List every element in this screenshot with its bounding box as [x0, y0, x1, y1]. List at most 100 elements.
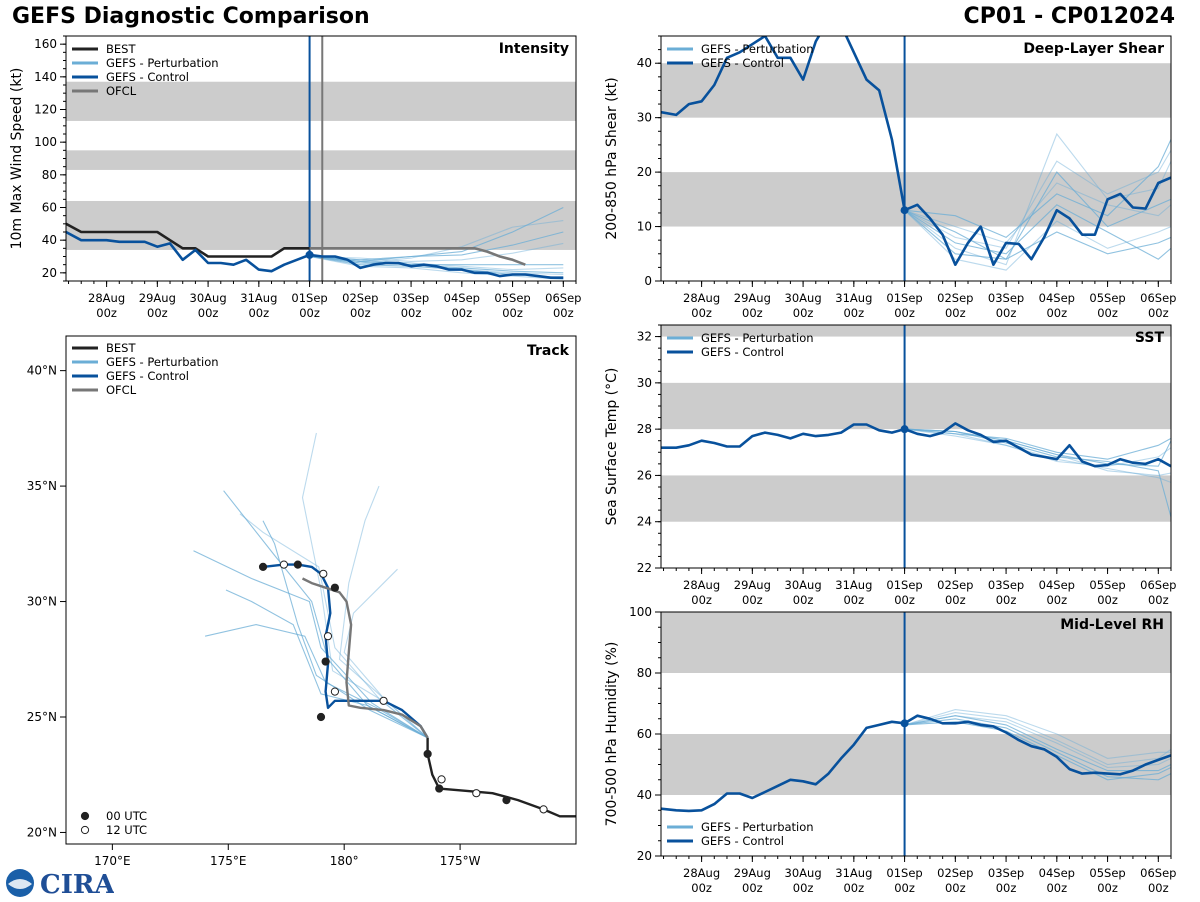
panel-title: Track [527, 343, 570, 359]
perturbation-track [343, 568, 428, 739]
perturbation-track [225, 589, 428, 739]
panel-rh: 2040608010028Aug00z29Aug00z30Aug00z31Aug… [604, 605, 1176, 895]
x-tick-label: 28Aug [683, 578, 720, 592]
perturbation-line [904, 132, 1171, 266]
x-tick-label: 04Sep [1039, 866, 1075, 880]
x-tick-label: 00z [401, 306, 422, 320]
perturbation-line [904, 718, 1171, 781]
perturbation-line [904, 428, 1171, 467]
perturbation-line [904, 428, 1171, 518]
x-tick-label: 01Sep [886, 291, 922, 305]
y-tick-label: 100 [34, 135, 57, 149]
x-tick-label: 29Aug [734, 291, 771, 305]
x-tick-label: 05Sep [1089, 291, 1125, 305]
x-tick-label: 00z [553, 306, 574, 320]
legend-label-control: GEFS - Control [701, 345, 784, 359]
track-line-best [426, 737, 576, 818]
x-tick-label: 30Aug [785, 291, 822, 305]
x-tick-label: 04Sep [444, 291, 480, 305]
x-tick-label: 00z [198, 306, 219, 320]
series-line-control [661, 422, 1171, 468]
perturbation-line [904, 709, 1171, 759]
y-tick-label: 20 [637, 165, 652, 179]
panel-shear: 01020304028Aug00z29Aug00z30Aug00z31Aug00… [604, 35, 1176, 320]
legend-label-control: GEFS - Control [701, 56, 784, 70]
plot-area [193, 432, 576, 818]
x-tick-label: 175°W [440, 854, 481, 868]
x-tick-label: 06Sep [1140, 291, 1176, 305]
init-point [900, 206, 909, 215]
x-tick-label: 00z [945, 881, 966, 895]
x-tick-label: 00z [1046, 306, 1067, 320]
y-tick-label: 40°N [27, 364, 57, 378]
y-tick-label: 22 [637, 561, 652, 575]
x-tick-label: 05Sep [1089, 578, 1125, 592]
x-tick-label: 00z [691, 593, 712, 607]
x-tick-label: 00z [1148, 306, 1169, 320]
x-tick-label: 00z [996, 593, 1017, 607]
y-axis-label: 200-850 hPa Shear (kt) [604, 77, 620, 239]
legend-label-control: GEFS - Control [106, 369, 189, 383]
perturbation-line [904, 428, 1171, 476]
panel-title: Deep-Layer Shear [1023, 41, 1164, 57]
marker-legend-utc00 [80, 811, 90, 821]
x-tick-label: 01Sep [886, 578, 922, 592]
track-marker-12z [323, 632, 333, 641]
threshold-band [661, 612, 1171, 673]
perturbation-line [904, 209, 1171, 271]
perturbation-line [904, 204, 1171, 260]
threshold-band [661, 734, 1171, 795]
x-tick-label: 00z [691, 306, 712, 320]
marker-legend-utc12 [80, 825, 90, 835]
x-tick-label: 06Sep [1140, 866, 1176, 880]
x-tick-label: 04Sep [1039, 291, 1075, 305]
perturbation-line [309, 255, 564, 266]
x-tick-label: 05Sep [1089, 866, 1125, 880]
legend-label-perturbation: GEFS - Perturbation [701, 331, 814, 345]
perturbation-line [904, 715, 1171, 772]
perturbation-line [904, 182, 1171, 244]
x-tick-label: 02Sep [937, 866, 973, 880]
y-tick-label: 60 [637, 727, 652, 741]
y-tick-label: 20 [42, 266, 57, 280]
marker-legend-label-utc00: 00 UTC [106, 809, 147, 823]
x-tick-label: 00z [1148, 881, 1169, 895]
logo-text: CIRA [40, 870, 114, 898]
perturbation-line [309, 255, 564, 271]
x-tick-label: 28Aug [683, 291, 720, 305]
x-tick-label: 00z [793, 881, 814, 895]
x-tick-label: 31Aug [240, 291, 277, 305]
perturbation-line [904, 150, 1171, 249]
y-tick-label: 80 [637, 666, 652, 680]
threshold-band [661, 475, 1171, 522]
axes-frame [660, 324, 1172, 569]
track-marker-12z [437, 775, 446, 784]
track-marker-00z [293, 560, 302, 569]
x-tick-label: 03Sep [988, 866, 1024, 880]
perturbation-line [904, 712, 1171, 766]
panel-track: 170°E 175°E 180° 175°W 20°N 25°N 30°N 35°N 40°N T… [27, 335, 577, 868]
x-tick-label: 00z [248, 306, 269, 320]
y-tick-label: 35°N [27, 479, 57, 493]
perturbation-track [262, 520, 428, 739]
x-tick-label: 00z [793, 593, 814, 607]
threshold-band [66, 81, 576, 121]
panel-title: SST [1135, 330, 1165, 346]
y-tick-label: 160 [34, 37, 57, 51]
legend-label-ofcl: OFCL [106, 383, 137, 397]
y-tick-label: 60 [42, 201, 57, 215]
x-tick-label: 28Aug [88, 291, 125, 305]
perturbation-line [904, 209, 1171, 260]
x-tick-label: 01Sep [291, 291, 327, 305]
track-marker-00z [502, 796, 511, 805]
init-point [900, 425, 909, 434]
x-tick-label: 00z [691, 881, 712, 895]
perturbation-track [204, 624, 428, 739]
x-tick-label: 00z [1046, 593, 1067, 607]
track-marker-12z [279, 560, 289, 569]
y-tick-label: 120 [34, 103, 57, 117]
x-tick-label: 03Sep [988, 291, 1024, 305]
track-marker-00z [435, 784, 444, 793]
y-tick-label: 80 [42, 168, 57, 182]
track-line-ofcl [301, 577, 429, 739]
